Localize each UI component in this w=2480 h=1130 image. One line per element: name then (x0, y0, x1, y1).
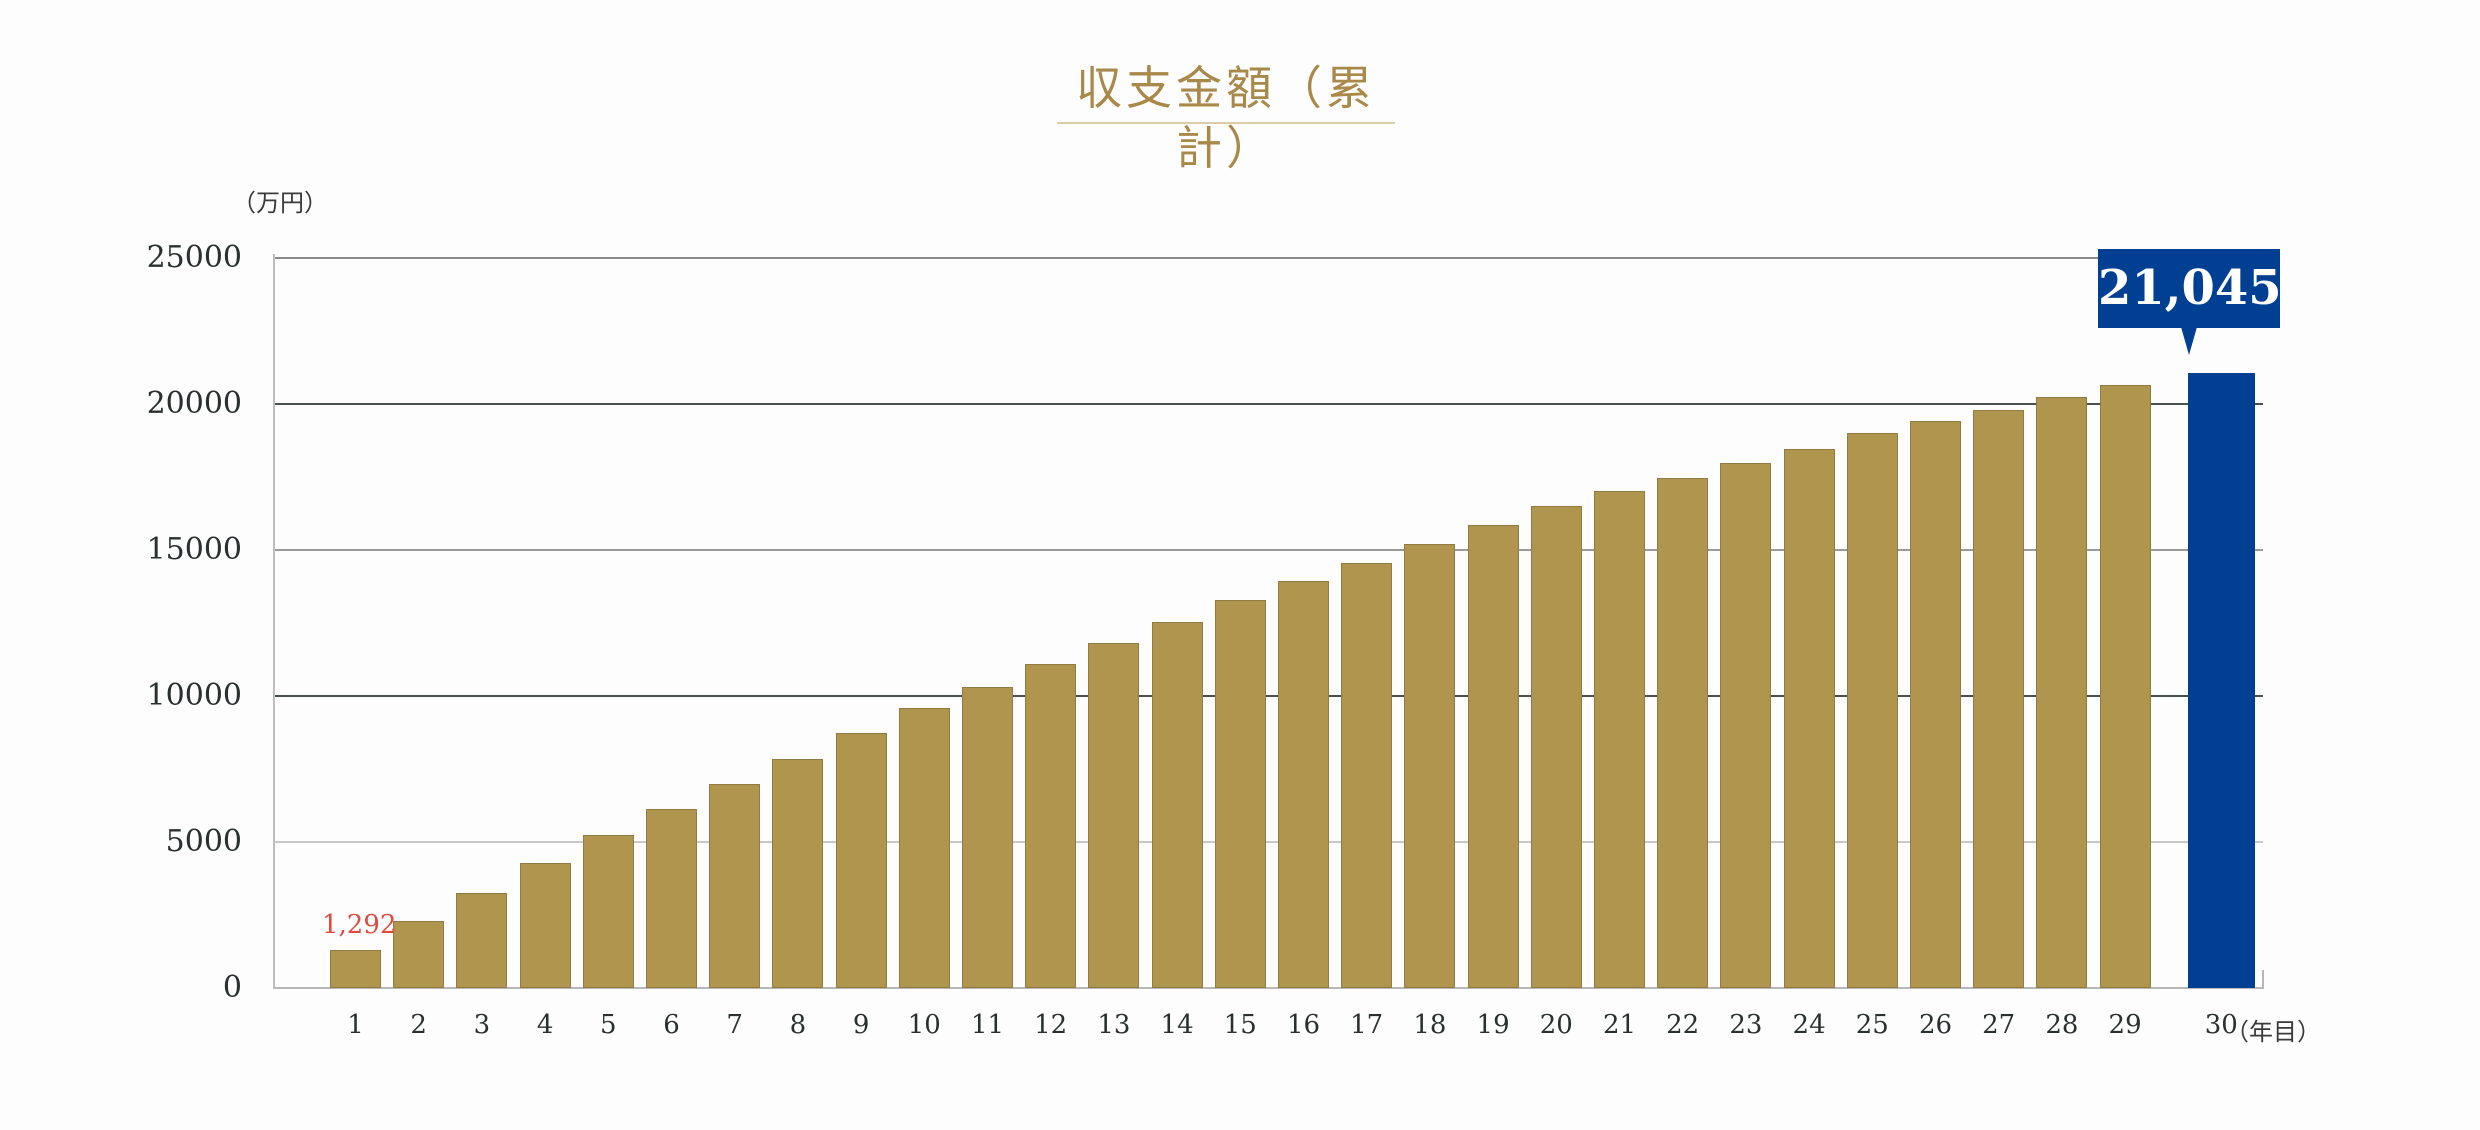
x-tick-label: 4 (536, 1010, 554, 1040)
bar (1214, 599, 1266, 988)
bar-highlight (2187, 373, 2255, 988)
bar (1467, 524, 1519, 988)
bar (646, 809, 697, 988)
gridline (275, 403, 2263, 405)
x-tick-label: 3 (473, 1010, 491, 1040)
x-tick-label: 19 (1476, 1010, 1510, 1040)
bar (835, 733, 887, 988)
bar (1151, 621, 1203, 988)
x-tick-label: 21 (1602, 1010, 1637, 1040)
bar (1404, 543, 1456, 988)
x-tick-label: 18 (1413, 1010, 1447, 1040)
x-axis-line (275, 987, 2263, 989)
final-value-callout: 21,045 (2098, 249, 2282, 328)
x-tick-label: 12 (1034, 1010, 1068, 1040)
x-tick-label: 13 (1097, 1010, 1131, 1040)
x-tick-label: 1 (347, 1010, 364, 1040)
bar (1594, 491, 1645, 988)
x-tick-label: 10 (907, 1010, 941, 1040)
x-tick-label: 5 (600, 1010, 617, 1040)
y-tick-label: 10000 (146, 678, 242, 713)
y-tick-label: 15000 (146, 532, 242, 567)
bar (456, 892, 508, 988)
y-tick-label: 0 (222, 970, 242, 1005)
x-tick-label: 2 (410, 1010, 427, 1040)
bar (772, 759, 824, 988)
bar (1973, 409, 2025, 988)
gridline (275, 695, 2263, 697)
x-tick-label: 11 (970, 1010, 1005, 1040)
gridline (275, 549, 2263, 551)
bar (1846, 432, 1898, 988)
x-tick-label: 24 (1792, 1010, 1826, 1040)
bar (393, 921, 445, 988)
bar (962, 686, 1013, 988)
bar (1278, 580, 1329, 988)
x-tick-label: 7 (726, 1010, 743, 1040)
x-tick-label: 27 (1982, 1010, 2016, 1040)
x-tick-label: 26 (1918, 1010, 1953, 1040)
x-tick-label: 28 (2045, 1010, 2079, 1040)
x-tick-label: 25 (1855, 1010, 1889, 1040)
title-underline (1057, 122, 1395, 124)
bar (519, 863, 571, 988)
x-tick-label: 29 (2108, 1010, 2142, 1040)
first-bar-label: 1,292 (322, 910, 397, 940)
y-axis-line (273, 254, 275, 989)
x-tick-label: 20 (1539, 1010, 1573, 1040)
bar (709, 783, 761, 988)
gridline (275, 257, 2098, 259)
y-tick-label: 5000 (165, 824, 242, 859)
bar (2099, 385, 2151, 988)
callout-pointer-icon (2181, 327, 2197, 355)
x-tick-label: 22 (1666, 1010, 1700, 1040)
y-tick-label: 25000 (146, 240, 242, 275)
x-axis-unit: （年目） (2225, 1018, 2321, 1046)
bar (1910, 420, 1961, 988)
x-tick-label: 9 (852, 1010, 870, 1040)
y-tick-label: 20000 (146, 386, 242, 421)
x-tick-label: 8 (789, 1010, 807, 1040)
gridline (275, 841, 2263, 843)
x-axis-end-tick (2262, 970, 2264, 989)
x-tick-label: 30 (2204, 1010, 2238, 1040)
x-tick-label: 14 (1160, 1010, 1194, 1040)
chart-title: 収支金額（累計） (1076, 61, 1376, 175)
x-tick-label: 6 (663, 1010, 680, 1040)
bar (1088, 643, 1140, 988)
x-tick-label: 16 (1286, 1010, 1321, 1040)
bar (1657, 477, 1709, 988)
bar (330, 950, 381, 988)
bar (2036, 396, 2088, 988)
bar (582, 834, 634, 988)
bar (1530, 506, 1582, 988)
bar (1783, 448, 1835, 988)
y-axis-unit: （万円） (232, 189, 328, 217)
x-tick-label: 23 (1729, 1010, 1763, 1040)
bar (1025, 663, 1077, 988)
x-tick-label: 15 (1223, 1010, 1257, 1040)
bar (1720, 462, 1772, 988)
x-tick-label: 17 (1350, 1010, 1384, 1040)
bar (1341, 562, 1393, 988)
bar (898, 707, 950, 988)
